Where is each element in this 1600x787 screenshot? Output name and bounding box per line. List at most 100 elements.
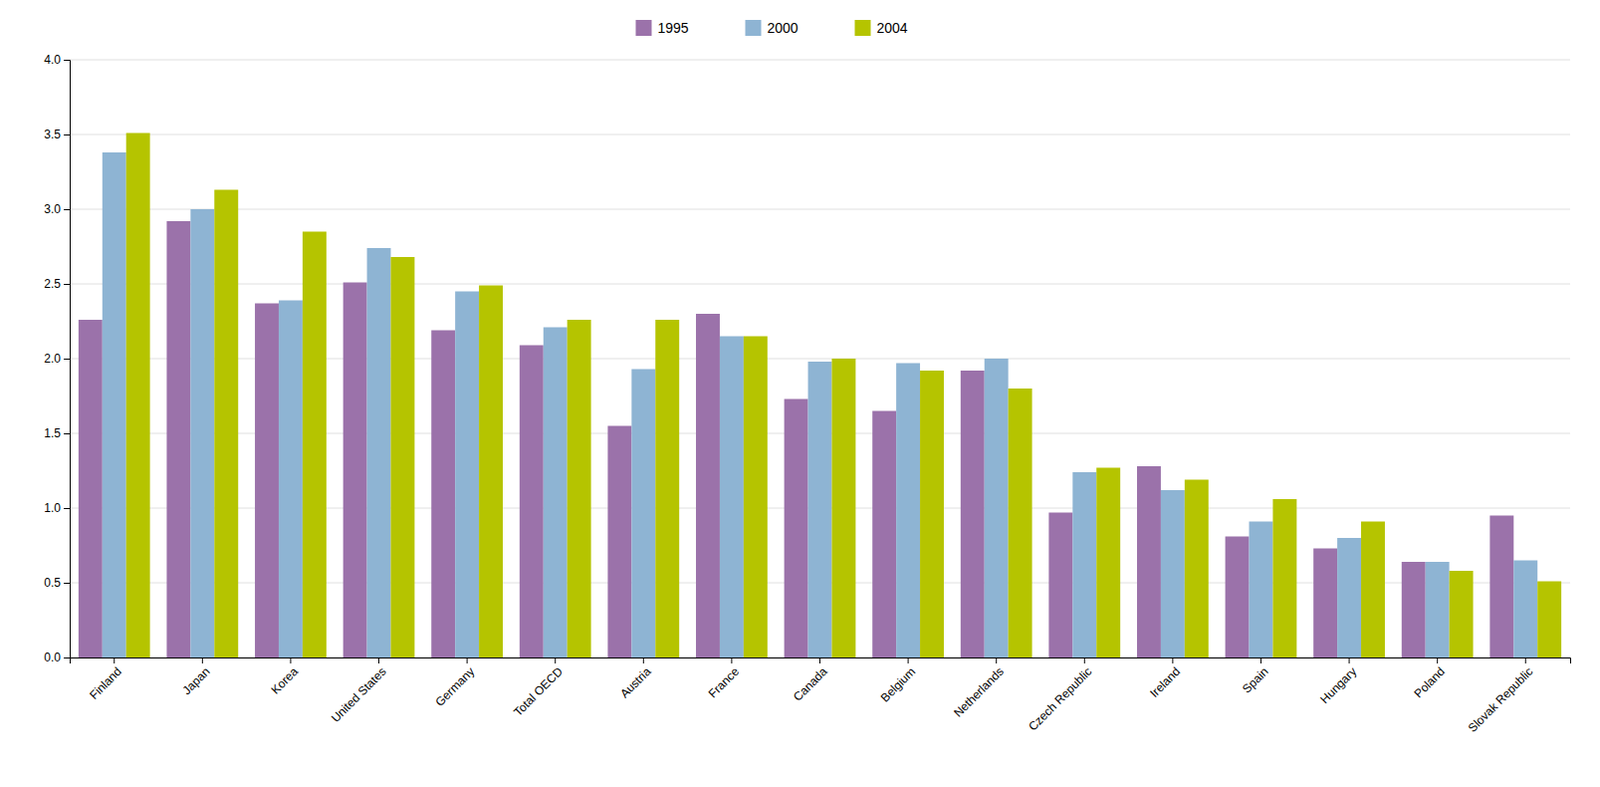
tick-mark [63,657,70,659]
tick-mark [63,582,70,584]
bar [390,256,415,658]
bar [1425,561,1450,658]
bar [960,370,985,658]
tick-label: 2.0 [43,351,61,366]
legend-item: 2004 [855,19,909,36]
grid-line [69,209,1571,211]
bar [896,363,920,659]
tick-label: United States [328,664,390,725]
tick-mark [643,657,645,664]
bar [254,303,279,659]
bar [519,345,544,659]
tick: 2.0 [43,351,70,366]
bar [1361,521,1385,659]
legend-label: 2004 [877,19,909,36]
tick: Ireland [1146,657,1183,700]
bar [1160,489,1185,658]
tick-mark [63,358,70,360]
tick-label: Ireland [1146,664,1183,700]
tick-label: 1.5 [43,426,61,441]
tick: France [705,657,743,700]
bar [631,369,656,659]
tick-mark [63,283,70,285]
bar [1513,560,1538,659]
tick-label: Germany [433,664,478,709]
bar [478,285,503,659]
bar [743,336,768,659]
tick: 0.0 [43,650,70,665]
tick-mark [63,59,70,61]
bar [1272,498,1297,658]
bar [655,319,680,658]
tick: 3.5 [43,127,70,142]
bar [872,411,897,659]
grid-line [69,59,1571,61]
tick-mark [378,657,380,664]
bar [1225,536,1250,659]
bar [543,327,568,659]
bar [1449,570,1474,658]
tick-mark [63,433,70,435]
tick-label: Slovak Republic [1465,664,1537,735]
tick: Belgium [878,657,919,705]
tick-mark [202,657,204,664]
bar [567,319,592,658]
bar [431,330,456,659]
bar [784,399,809,659]
tick-mark [908,657,910,664]
tick: Netherlands [950,657,1007,720]
tick-label: Finland [86,664,125,702]
series [126,133,1562,659]
tick: 4.0 [43,52,70,67]
tick: 0.5 [43,575,70,590]
bar [808,361,833,658]
tick: Germany [433,657,478,709]
tick-mark [1525,657,1527,664]
tick-mark [1084,657,1086,664]
bar [607,426,632,659]
tick-label: Belgium [878,664,919,705]
bar [1072,471,1097,658]
bar [126,133,151,659]
bar [919,370,944,658]
bar [719,336,744,659]
grid-line [69,134,1571,136]
bar [1137,465,1161,658]
bar [695,313,720,658]
tick-mark [289,657,291,664]
bars [78,133,1562,659]
bar [1313,548,1338,659]
tick-mark [819,657,821,664]
tick-label: 0.5 [43,575,61,590]
tick-label: 3.0 [43,202,61,217]
tick-mark [995,657,997,664]
bar [1489,515,1514,659]
bar [1337,537,1362,658]
grid-line [69,283,1571,285]
bar [455,291,479,659]
legend: 199520002004 [636,19,909,36]
axis-line [70,658,1572,665]
tick-label: France [705,664,743,701]
tick: Poland [1411,657,1448,700]
tick: Finland [86,657,125,702]
bar [1096,467,1121,659]
tick-label: Spain [1239,664,1272,696]
tick-label: 0.0 [43,650,61,665]
bar [1184,479,1209,659]
series [102,152,1538,658]
tick-label: Total OECD [510,664,566,719]
bar [367,247,392,658]
tick: 3.0 [43,202,70,217]
tick: Spain [1239,657,1272,696]
bar [214,190,238,659]
tick-label: Czech Republic [1025,664,1095,733]
bar [1401,561,1426,658]
tick: 2.5 [43,276,70,291]
bar [1048,512,1073,659]
tick: 1.5 [43,426,70,441]
tick-mark [1349,657,1351,664]
tick-label: Korea [268,664,302,697]
tick: Japan [179,657,213,697]
tick-mark [63,134,70,136]
